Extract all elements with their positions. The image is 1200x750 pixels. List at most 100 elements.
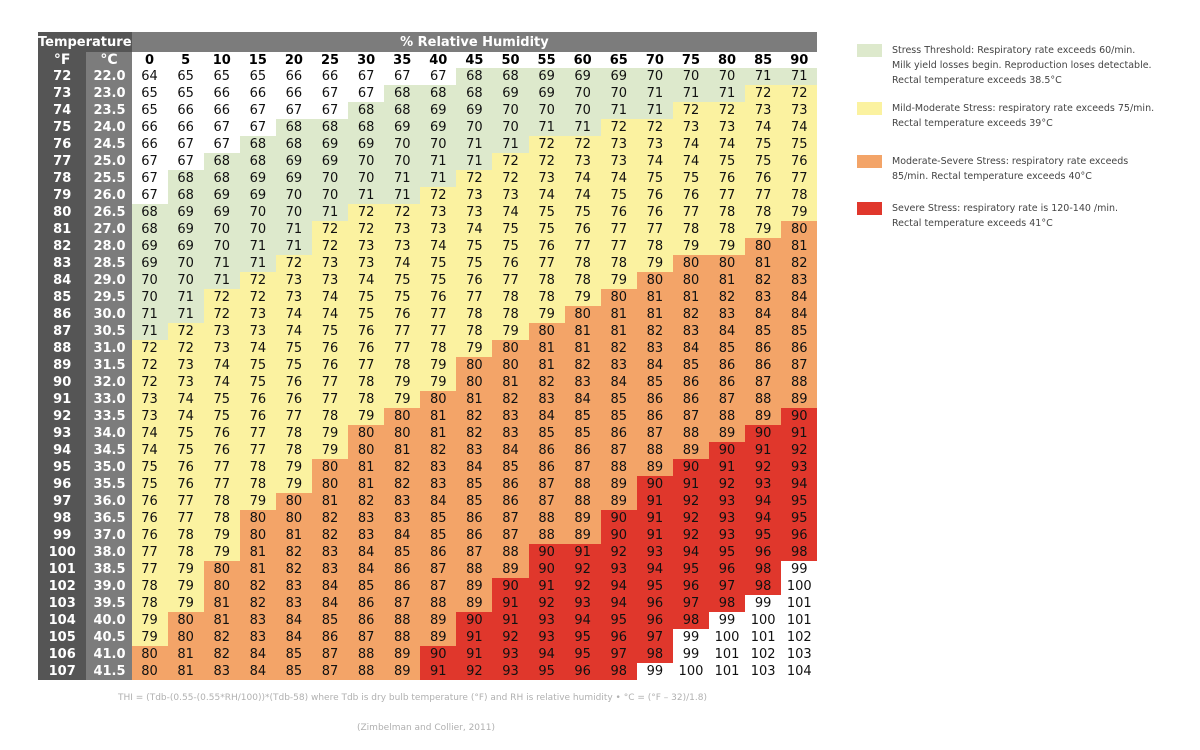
thi-cell: 86 xyxy=(745,357,782,374)
thi-cell: 85 xyxy=(564,408,601,425)
thi-cell: 71 xyxy=(456,136,493,153)
thi-cell: 78 xyxy=(348,374,385,391)
thi-cell: 88 xyxy=(672,425,710,442)
thi-cell: 85 xyxy=(781,323,818,340)
table-row: 98 36.5 76 77 78 80 80 82 83 83 85 86 87 88 89 90 91 92 93… xyxy=(38,510,818,527)
thi-cell: 76 xyxy=(203,442,240,459)
thi-cell: 87 xyxy=(528,476,565,493)
thi-cell: 67 xyxy=(311,85,349,102)
thi-cell: 86 xyxy=(420,544,457,561)
thi-cell: 73 xyxy=(420,204,457,221)
thi-cell: 82 xyxy=(384,459,421,476)
row-header-f: 72 xyxy=(38,68,87,85)
thi-cell: 80 xyxy=(492,357,529,374)
thi-cell: 80 xyxy=(239,527,276,544)
thi-cell: 92 xyxy=(492,629,529,646)
row-header-f: 96 xyxy=(38,476,87,493)
thi-cell: 93 xyxy=(564,595,601,612)
thi-cell: 74 xyxy=(456,221,493,238)
thi-cell: 79 xyxy=(311,442,349,459)
thi-cell: 84 xyxy=(600,374,637,391)
thi-cell: 71 xyxy=(384,187,421,204)
thi-cell: 68 xyxy=(203,170,240,187)
thi-cell: 83 xyxy=(745,289,782,306)
thi-cell: 77 xyxy=(311,374,349,391)
thi-cell: 76 xyxy=(203,425,240,442)
thi-cell: 81 xyxy=(420,408,457,425)
thi-cell: 86 xyxy=(492,476,529,493)
table-row: 105 40.5 79 80 82 83 84 86 87 88 89 91 92 93 95 96 97 99 1… xyxy=(38,629,818,646)
rh-header-cell: 75 xyxy=(672,52,710,68)
thi-cell: 69 xyxy=(167,238,204,255)
thi-cell: 90 xyxy=(456,612,493,629)
rh-header-cell: 85 xyxy=(745,52,782,68)
thi-cell: 74 xyxy=(167,391,204,408)
thi-cell: 72 xyxy=(709,102,746,119)
thi-cell: 71 xyxy=(311,204,349,221)
thi-cell: 81 xyxy=(709,272,746,289)
thi-cell: 70 xyxy=(131,272,168,289)
row-header-c: 30.0 xyxy=(86,306,132,323)
thi-cell: 78 xyxy=(203,510,240,527)
thi-cell: 100 xyxy=(709,629,746,646)
rh-header-cell: 60 xyxy=(564,52,601,68)
thi-cell: 83 xyxy=(781,272,818,289)
thi-cell: 73 xyxy=(167,357,204,374)
table-row: 88 31.0 72 72 73 74 75 76 76 77 78 79 80 81 81 82 83 84 85… xyxy=(38,340,818,357)
thi-cell: 74 xyxy=(636,153,673,170)
thi-cell: 81 xyxy=(600,323,637,340)
thi-cell: 72 xyxy=(745,85,782,102)
thi-cell: 83 xyxy=(203,663,240,680)
thi-cell: 83 xyxy=(528,391,565,408)
thi-cell: 78 xyxy=(420,340,457,357)
thi-cell: 81 xyxy=(384,442,421,459)
row-header-c: 26.5 xyxy=(86,204,132,221)
thi-cell: 99 xyxy=(672,646,710,663)
table-row: 82 28.0 69 69 70 71 71 72 73 73 74 75 75 76 77 77 78 79 79… xyxy=(38,238,818,255)
thi-cell: 73 xyxy=(275,272,312,289)
thi-cell: 75 xyxy=(456,255,493,272)
thi-cell: 96 xyxy=(564,663,601,680)
thi-cell: 86 xyxy=(456,510,493,527)
thi-cell: 84 xyxy=(239,646,276,663)
thi-cell: 77 xyxy=(239,442,276,459)
thi-cell: 89 xyxy=(745,408,782,425)
thi-cell: 94 xyxy=(600,578,637,595)
row-header-c: 23.0 xyxy=(86,85,132,102)
thi-cell: 73 xyxy=(239,323,276,340)
thi-cell: 94 xyxy=(600,595,637,612)
thi-cell: 83 xyxy=(564,374,601,391)
thi-cell: 86 xyxy=(384,578,421,595)
thi-cell: 84 xyxy=(348,544,385,561)
thi-cell: 80 xyxy=(275,510,312,527)
row-header-f: 76 xyxy=(38,136,87,153)
thi-cell: 76 xyxy=(420,289,457,306)
thi-cell: 89 xyxy=(636,459,673,476)
thi-cell: 72 xyxy=(564,136,601,153)
thi-cell: 78 xyxy=(456,323,493,340)
thi-cell: 94 xyxy=(564,612,601,629)
thi-cell: 92 xyxy=(672,510,710,527)
thi-cell: 76 xyxy=(131,510,168,527)
thi-cell: 71 xyxy=(203,255,240,272)
thi-cell: 69 xyxy=(384,119,421,136)
thi-cell: 93 xyxy=(745,476,782,493)
thi-cell: 84 xyxy=(275,629,312,646)
thi-cell: 83 xyxy=(384,510,421,527)
thi-cell: 100 xyxy=(745,612,782,629)
thi-cell: 84 xyxy=(420,493,457,510)
thi-cell: 74 xyxy=(672,153,710,170)
thi-cell: 70 xyxy=(600,85,637,102)
row-header-c: 24.0 xyxy=(86,119,132,136)
thi-cell: 95 xyxy=(564,629,601,646)
thi-cell: 98 xyxy=(745,561,782,578)
thi-cell: 72 xyxy=(781,85,818,102)
thi-cell: 80 xyxy=(131,646,168,663)
table-row: 106 41.0 80 81 82 84 85 87 88 89 90 91 93 94 95 97 98 99 1… xyxy=(38,646,818,663)
thi-cell: 88 xyxy=(528,527,565,544)
thi-cell: 69 xyxy=(528,85,565,102)
thi-cell: 80 xyxy=(564,306,601,323)
thi-cell: 89 xyxy=(456,595,493,612)
thi-cell: 69 xyxy=(131,238,168,255)
